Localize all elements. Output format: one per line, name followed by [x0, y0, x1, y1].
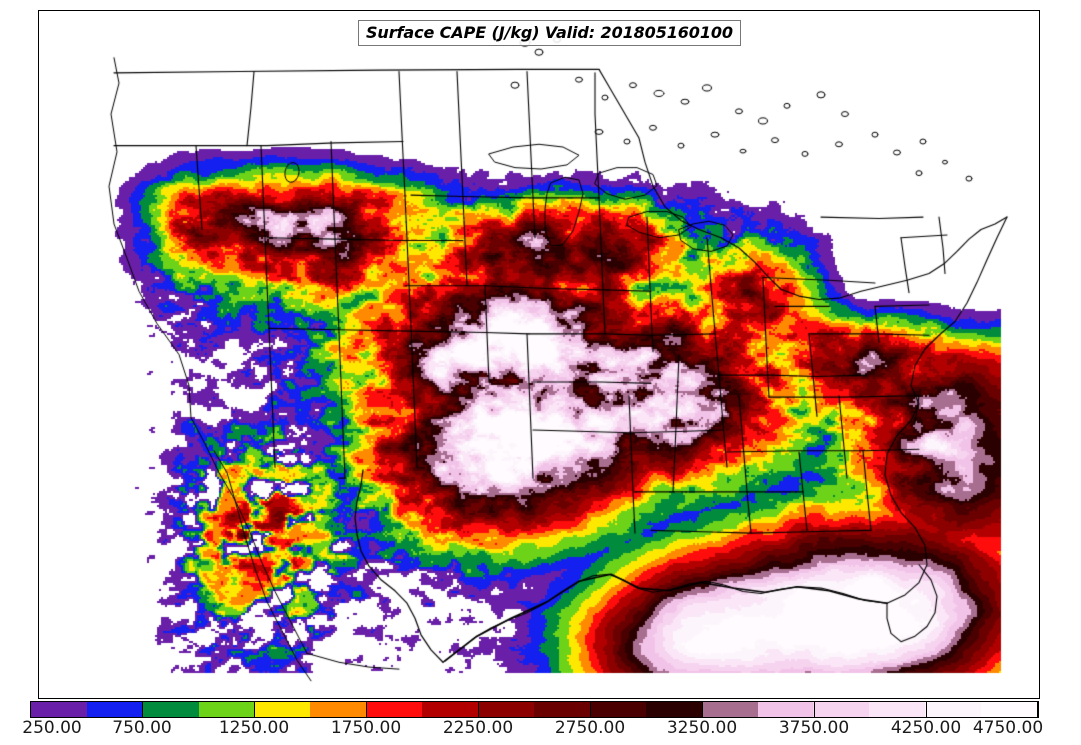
colorbar-gradient [30, 701, 1038, 718]
colorbar-segment-9 [534, 702, 590, 717]
colorbar-label-4750: 4750.00 [972, 718, 1044, 738]
colorbar-segment-2 [142, 702, 199, 717]
colorbar-segment-12 [701, 702, 758, 717]
colorbar-segment-0 [31, 702, 87, 717]
colorbar-label-3250: 3250.00 [666, 718, 738, 738]
colorbar [30, 701, 1039, 718]
colorbar-segment-15 [869, 702, 926, 717]
colorbar-label-4250: 4250.00 [890, 718, 962, 738]
colorbar-segment-17 [981, 702, 1038, 717]
page-title: Surface CAPE (J/kg) Valid: 201805160100 [366, 23, 733, 42]
colorbar-segment-4 [254, 702, 311, 717]
colorbar-label-2750: 2750.00 [554, 718, 626, 738]
colorbar-label-750: 750.00 [112, 718, 172, 738]
colorbar-tick-9 [1038, 701, 1039, 718]
colorbar-segment-6 [366, 702, 423, 717]
colorbar-segment-7 [422, 702, 479, 717]
cape-heatmap-canvas [39, 11, 1039, 698]
colorbar-label-250: 250.00 [22, 718, 82, 738]
colorbar-segment-13 [757, 702, 814, 717]
colorbar-segment-16 [925, 702, 982, 717]
map-plot-area [38, 10, 1040, 699]
colorbar-label-1250: 1250.00 [218, 718, 290, 738]
colorbar-label-1750: 1750.00 [330, 718, 402, 738]
colorbar-segment-3 [198, 702, 255, 717]
colorbar-segment-1 [86, 702, 143, 717]
map-title-box: Surface CAPE (J/kg) Valid: 201805160100 [358, 20, 741, 46]
colorbar-tick-labels: 250.00 750.00 1250.00 1750.00 2250.00 2750.00… [0, 718, 1081, 742]
colorbar-segment-8 [478, 702, 535, 717]
colorbar-segment-11 [645, 702, 702, 717]
colorbar-segment-10 [589, 702, 646, 717]
colorbar-segment-14 [813, 702, 870, 717]
colorbar-label-3750: 3750.00 [778, 718, 850, 738]
colorbar-label-2250: 2250.00 [442, 718, 514, 738]
colorbar-segment-5 [310, 702, 367, 717]
